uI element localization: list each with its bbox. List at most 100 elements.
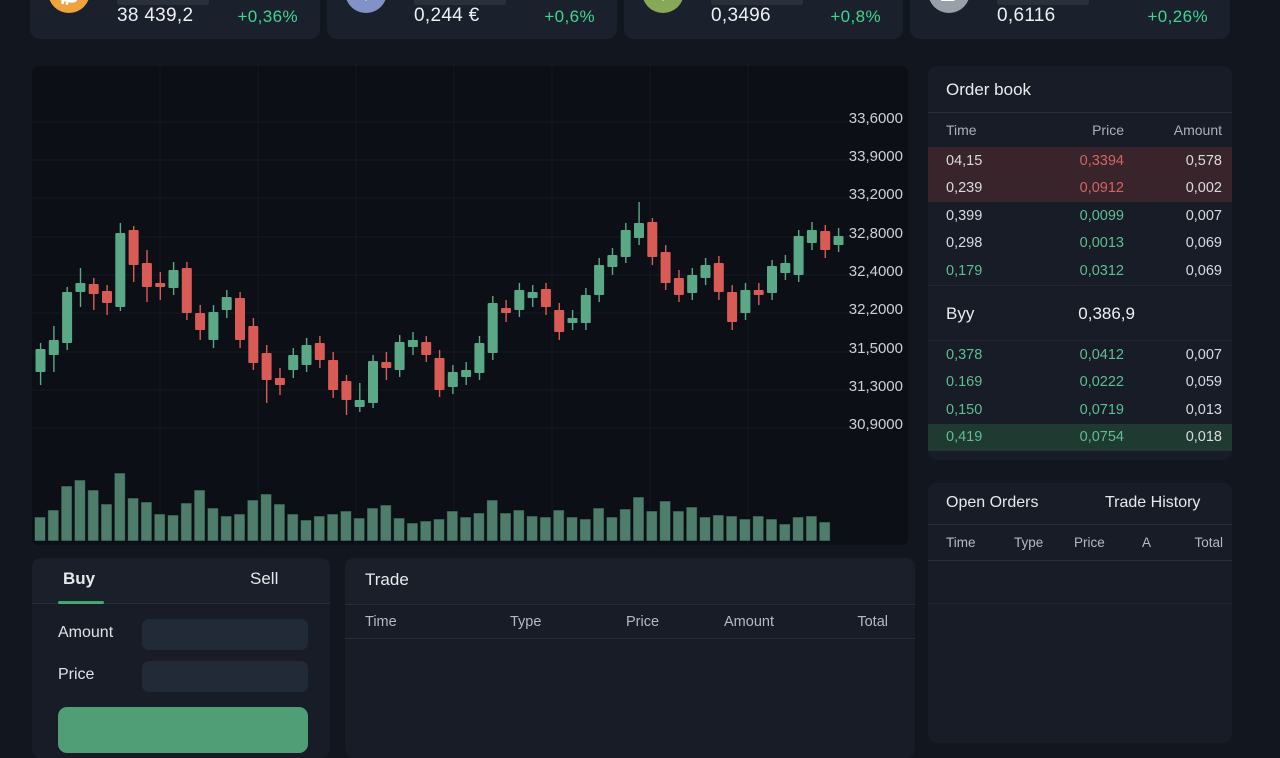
amount-cell: 0,018 <box>1185 429 1222 446</box>
column-time: Time <box>946 121 977 138</box>
tab-sell[interactable]: Sell <box>250 569 279 588</box>
divider <box>928 560 1232 561</box>
trade-table-header: Time Type Price Amount Total <box>345 605 915 638</box>
order-book-row-sell[interactable]: 0,298 0,0013 0,069 <box>928 230 1232 258</box>
time-cell: 0,150 <box>946 401 983 418</box>
divider <box>32 603 330 604</box>
time-cell: 0.169 <box>946 374 983 391</box>
column-price: Price <box>1074 535 1105 550</box>
divider <box>345 638 915 639</box>
y-axis-label: 32,8000 <box>849 225 903 242</box>
orders-panel: Open Orders Trade History Time Type Pric… <box>928 483 1232 743</box>
amount-cell: 0,002 <box>1185 180 1222 197</box>
column-price: Price <box>1092 121 1124 138</box>
y-axis-label: 31,3000 <box>849 378 903 395</box>
ticker-card-z-coin[interactable]: Z 0,6116 +0,26% <box>910 0 1230 39</box>
time-cell: 0,239 <box>946 180 983 197</box>
buy-label: Byy <box>946 304 975 323</box>
ticker-card-gem-green[interactable]: 0,3496 +0,8% <box>624 0 903 39</box>
order-book-row-sell[interactable]: 0,239 0,0912 0,002 <box>928 174 1232 202</box>
order-book-row-sell[interactable]: 0,399 0,0099 0,007 <box>928 202 1232 230</box>
order-book-row-sell[interactable]: 04,15 0,3394 0,578 <box>928 147 1232 175</box>
column-amount: Amount <box>1173 121 1222 138</box>
submit-order-button[interactable] <box>58 707 308 753</box>
order-form-panel: Buy Sell Amount Price <box>32 558 330 758</box>
gem-glyph <box>662 0 664 1</box>
time-cell: 0,179 <box>946 262 983 279</box>
price-cell: 0,0099 <box>1079 207 1124 224</box>
coin-name-cut <box>117 0 209 5</box>
price-cell: 0,0013 <box>1079 235 1124 252</box>
ticker-card-bitcoin[interactable]: ₿ 38 439,2 +0,36% <box>30 0 320 39</box>
y-axis-label: 32,4000 <box>849 263 903 280</box>
price-cell: 0,0312 <box>1079 262 1124 279</box>
ticker-change: +0,26% <box>1147 7 1208 26</box>
time-cell: 04,15 <box>946 152 983 169</box>
column-time: Time <box>946 535 976 550</box>
divider <box>928 524 1232 525</box>
y-axis-label: 31,5000 <box>849 340 903 357</box>
trade-title: Trade <box>365 570 409 589</box>
order-book-row-buy[interactable]: 0,150 0,0719 0,013 <box>928 396 1232 424</box>
orders-table-header: Time Type Price A Total <box>928 525 1232 560</box>
order-book-title: Order book <box>946 80 1032 99</box>
y-axis-label: 33,6000 <box>849 110 903 127</box>
ticker-card-gem-blue[interactable]: 0,244 € +0,6% <box>327 0 617 39</box>
divider <box>345 604 915 605</box>
column-total: Total <box>1194 535 1223 550</box>
time-cell: 0,298 <box>946 235 983 252</box>
time-cell: 0,378 <box>946 346 983 363</box>
y-axis-label: 33,2000 <box>849 186 903 203</box>
ticker-price: 38 439,2 <box>117 5 194 26</box>
price-chart[interactable]: 33,6000 33,9000 33,2000 32,8000 32,4000 32,20… <box>32 66 908 545</box>
amount-cell: 0,059 <box>1185 374 1222 391</box>
gem-glyph <box>365 0 367 1</box>
column-type: Type <box>1014 535 1044 550</box>
order-book-mid: Byy 0,386,9 <box>928 288 1232 340</box>
trade-title-strip <box>345 558 915 604</box>
price-cell: 0,0719 <box>1079 401 1124 418</box>
price-label: Price <box>58 666 95 683</box>
order-book-header: Time Price Amount <box>928 113 1232 146</box>
active-tab-underline <box>58 601 104 604</box>
order-book-sell-rows: 04,15 0,3394 0,578 0,239 0,0912 0,002 0,399 0,0… <box>928 147 1232 285</box>
tab-trade-history[interactable]: Trade History <box>1105 494 1201 511</box>
divider <box>928 285 1232 286</box>
amount-field[interactable] <box>142 619 308 650</box>
tab-open-orders[interactable]: Open Orders <box>946 494 1039 511</box>
z-coin-icon: Z <box>928 0 970 13</box>
price-cell: 0,0912 <box>1079 180 1124 197</box>
time-cell: 0,419 <box>946 429 983 446</box>
order-book-row-buy[interactable]: 0,419 0,0754 0,018 <box>928 423 1232 451</box>
gem-icon <box>345 0 387 13</box>
time-cell: 0,399 <box>946 207 983 224</box>
y-axis-label: 32,2000 <box>849 301 903 318</box>
ticker-change: +0,6% <box>544 7 595 26</box>
price-field[interactable] <box>142 661 308 692</box>
bitcoin-glyph: ₿ <box>55 0 83 11</box>
amount-cell: 0,013 <box>1185 401 1222 418</box>
column-type: Type <box>510 613 542 630</box>
ticker-price: 0,244 € <box>414 5 480 26</box>
amount-label: Amount <box>58 624 114 641</box>
column-time: Time <box>365 613 397 630</box>
order-book-row-buy[interactable]: 0.169 0,0222 0,059 <box>928 369 1232 397</box>
column-price: Price <box>626 613 660 630</box>
order-book-row-buy[interactable]: 0,378 0,0412 0,007 <box>928 341 1232 369</box>
amount-cell: 0,007 <box>1185 346 1222 363</box>
amount-cell: 0,007 <box>1185 207 1222 224</box>
order-book-row-sell[interactable]: 0,179 0,0312 0,069 <box>928 257 1232 285</box>
price-cell: 0,0222 <box>1079 374 1124 391</box>
y-axis-label: 33,9000 <box>849 148 903 165</box>
order-book-buy-rows: 0,378 0,0412 0,007 0.169 0,0222 0,059 0,150 0,0… <box>928 341 1232 451</box>
trading-dashboard: { "tickers": [ { "name": "bitcoin", "gly… <box>30 0 1232 753</box>
gem-icon <box>642 0 684 13</box>
ticker-change: +0,36% <box>237 7 298 26</box>
order-book-panel: Order book Time Price Amount 04,15 0,3394… <box>928 66 1232 460</box>
tab-buy[interactable]: Buy <box>63 569 96 588</box>
amount-cell: 0,578 <box>1185 152 1222 169</box>
mid-price-value: 0,386,9 <box>1078 304 1135 323</box>
ticker-price: 0,6116 <box>997 5 1056 26</box>
divider <box>928 603 1232 604</box>
coin-name-cut <box>414 0 506 5</box>
